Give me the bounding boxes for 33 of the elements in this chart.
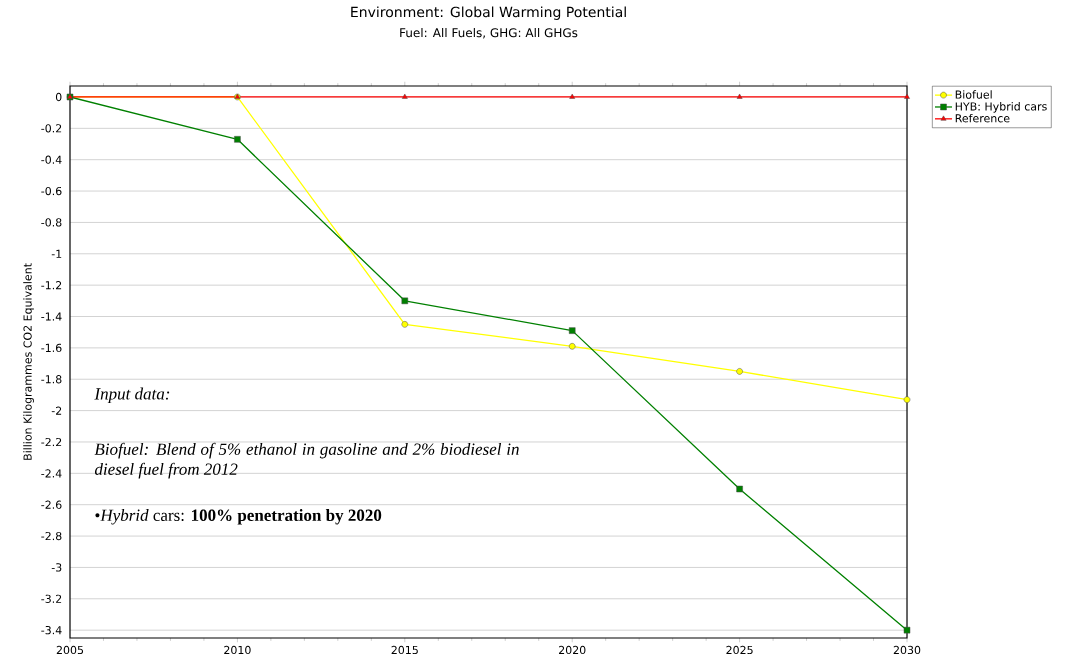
y-tick-label: -1.4: [41, 312, 62, 321]
y-tick-label: -3: [51, 563, 62, 572]
y-tick-label: -3.2: [41, 594, 62, 603]
y-tick-label: -1.6: [41, 343, 62, 353]
annotation: Biofuel: Blend of 5% ethanol in gasoline and 2% biodiesel in diesel fuel from 2012: [94, 442, 519, 479]
y-tick-label: -1.8: [41, 375, 62, 384]
y-tick-label: -0.2: [41, 124, 62, 133]
chart-subtitle: Fuel: All Fuels, GHG: All GHGs: [400, 27, 578, 39]
x-tick-label: 2005: [56, 645, 84, 655]
y-tick-label: -2.2: [41, 437, 62, 447]
legend-label: Reference: [955, 113, 1010, 123]
x-tick-label: 2015: [391, 645, 418, 655]
y-tick-label: -2.4: [41, 469, 62, 478]
y-tick-label: -0.8: [41, 218, 62, 227]
y-tick-label: -1.2: [41, 281, 62, 290]
y-tick-label: -2.8: [41, 531, 62, 541]
y-tick-label: -2: [51, 406, 62, 415]
y-tick-label: -3.4: [41, 626, 62, 635]
y-tick-label: -0.4: [41, 155, 62, 164]
legend-label: HYB: Hybrid cars: [955, 102, 1047, 113]
x-tick-label: 2020: [559, 645, 586, 655]
x-tick-label: 2010: [224, 645, 251, 655]
y-tick-label: -2.6: [41, 500, 62, 509]
annotation: Input data:: [94, 387, 170, 404]
x-tick-label: 2025: [726, 645, 753, 655]
y-tick-label: -0.6: [41, 186, 62, 196]
y-tick-label: -1: [51, 249, 62, 258]
chart-title: Environment: Global Warming Potential: [351, 6, 626, 20]
legend-label: Biofuel: [955, 90, 992, 99]
annotation: •Hybrid cars: 100% penetration by 2020: [95, 509, 382, 525]
y-axis-title: Billion Kilogrammes CO2 Equivalent: [23, 263, 34, 460]
y-tick-label: 0: [55, 92, 62, 102]
x-tick-label: 2030: [893, 645, 921, 655]
